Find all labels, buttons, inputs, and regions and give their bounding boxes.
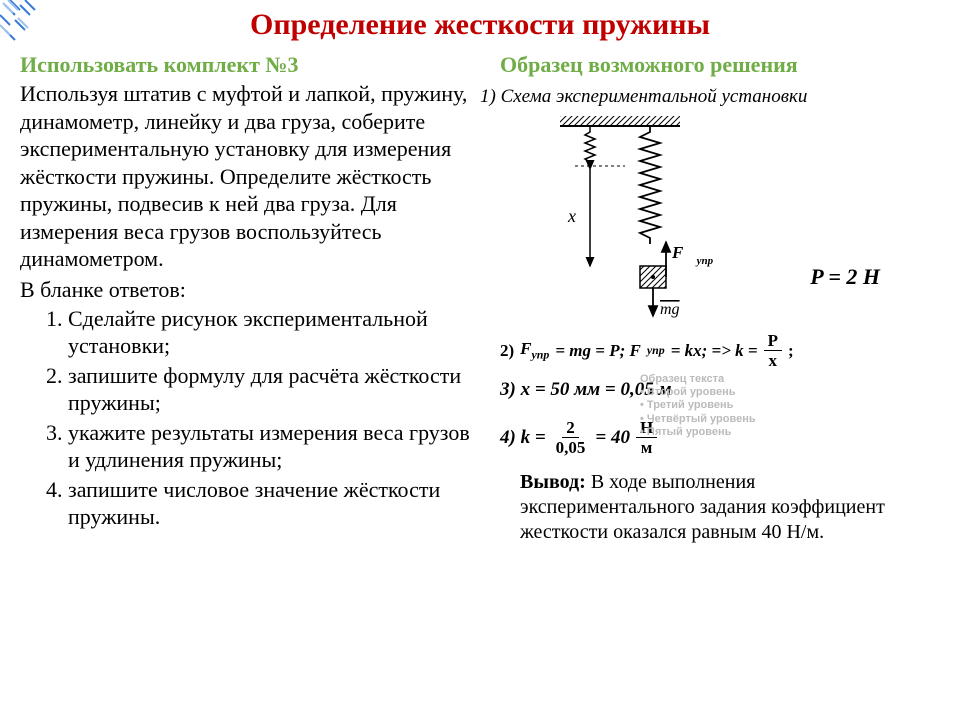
step-item: Сделайте рисунок экспериментальной устан… [68,305,470,360]
scheme-label: 1) Схема экспериментальной установки [480,86,930,108]
step-item: укажите результаты измерения веса грузов… [68,419,470,474]
svg-text:mg: mg [660,301,680,318]
svg-text:F⃗упр: F⃗упр [671,243,714,267]
conclusion: Вывод: В ходе выполнения экспериментальн… [520,470,920,545]
steps-list: Сделайте рисунок экспериментальной устан… [20,305,470,531]
equation-3: 3) x = 50 мм = 0,05 м Образец текста • В… [500,379,930,401]
blank-label: В бланке ответов: [20,277,470,303]
left-column: Использовать комплект №3 Используя штати… [20,52,470,545]
step-item: запишите числовое значение жёсткости пру… [68,476,470,531]
kit-label: Использовать комплект №3 [20,52,470,78]
x-label: x [567,206,576,226]
placeholder-ghost: Образец текста • Второй уровень • Третий… [640,373,756,439]
content-columns: Использовать комплект №3 Используя штати… [0,52,960,545]
equation-2: 2) Fупр = mg = P; Fупр = kx; => k = Px ; [500,332,930,369]
corner-decoration-icon [0,0,60,50]
conclusion-label: Вывод: [520,471,586,493]
step-item: запишите формулу для расчёта жёсткости п… [68,362,470,417]
force-vector-bar: F⃗ [671,243,697,262]
task-body: Используя штатив с муфтой и лапкой, пруж… [20,80,470,273]
right-column: Образец возможного решения 1) Схема эксп… [480,52,930,545]
spring-diagram: x F⃗упр mg P = 2 H [520,114,840,324]
p-value: P = 2 H [810,264,880,290]
page-title: Определение жесткости пружины [0,0,960,52]
solution-heading: Образец возможного решения [500,52,930,78]
